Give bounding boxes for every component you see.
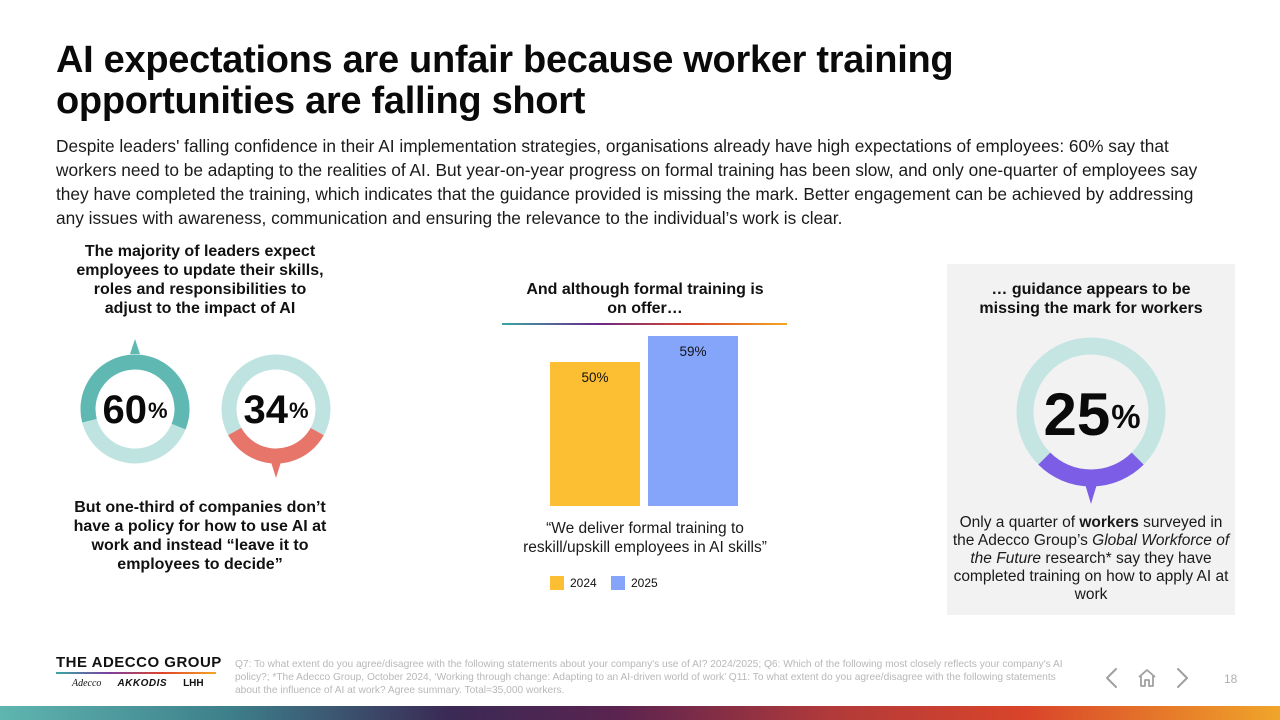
- slide-title: AI expectations are unfair because worke…: [56, 39, 954, 122]
- bar-2025: [648, 336, 738, 506]
- donut-25: [1016, 337, 1166, 504]
- bar-2025-label: 59%: [679, 344, 707, 359]
- right-heading: … guidance appears to be missing the mar…: [979, 281, 1203, 317]
- middle-heading-rule: [502, 323, 787, 325]
- donut-34-pointer: [271, 462, 281, 478]
- legend-2025-label: 2025: [631, 576, 658, 590]
- left-heading: The majority of leaders expect employees…: [76, 243, 324, 317]
- legend-2025-swatch: [611, 576, 625, 590]
- donut-34-arc: [221, 354, 331, 464]
- next-arrow-icon[interactable]: [1174, 666, 1190, 690]
- legend-2024-label: 2024: [570, 576, 597, 590]
- donut-60: [80, 339, 190, 464]
- page-number: 18: [1224, 672, 1238, 686]
- brand-logo: THE ADECCO GROUP: [56, 654, 222, 671]
- sub-brands: Adecco AKKODIS LHH: [72, 678, 204, 689]
- right-body-text: Only a quarter of workers surveyed in th…: [952, 514, 1230, 603]
- legend-2024-swatch: [550, 576, 564, 590]
- prev-arrow-icon[interactable]: [1104, 666, 1120, 690]
- donut-34: [221, 354, 331, 478]
- sub-brand-akkodis: AKKODIS: [117, 678, 168, 689]
- sub-brand-adecco: Adecco: [72, 678, 102, 689]
- right-panel: [947, 264, 1235, 615]
- intro-paragraph: Despite leaders' falling confidence in t…: [56, 136, 1198, 228]
- donut-25-value: 25%: [1043, 381, 1141, 448]
- donut-25-pointer: [1085, 484, 1097, 504]
- donut-60-value: 60%: [102, 388, 168, 432]
- donut-60-arc: [80, 354, 190, 464]
- left-footer-text: But one-third of companies don’t have a …: [73, 499, 327, 573]
- bar-2024: [550, 361, 640, 506]
- donut-34-value: 34%: [243, 388, 309, 432]
- bar-2024-label: 50%: [581, 369, 609, 385]
- legend-2024: 2024: [550, 576, 597, 590]
- middle-heading: And although formal training is on offer…: [526, 281, 764, 317]
- chart-quote: “We deliver formal training to reskill/u…: [523, 520, 767, 556]
- home-icon[interactable]: [1136, 666, 1158, 690]
- footnote: Q7: To what extent do you agree/disagree…: [235, 659, 1063, 696]
- bottom-gradient-bar: [0, 706, 1280, 720]
- sub-brand-lhh: LHH: [183, 678, 204, 689]
- donut-60-pointer: [130, 339, 140, 354]
- legend-2025: 2025: [611, 576, 658, 590]
- brand-rule: [56, 672, 216, 674]
